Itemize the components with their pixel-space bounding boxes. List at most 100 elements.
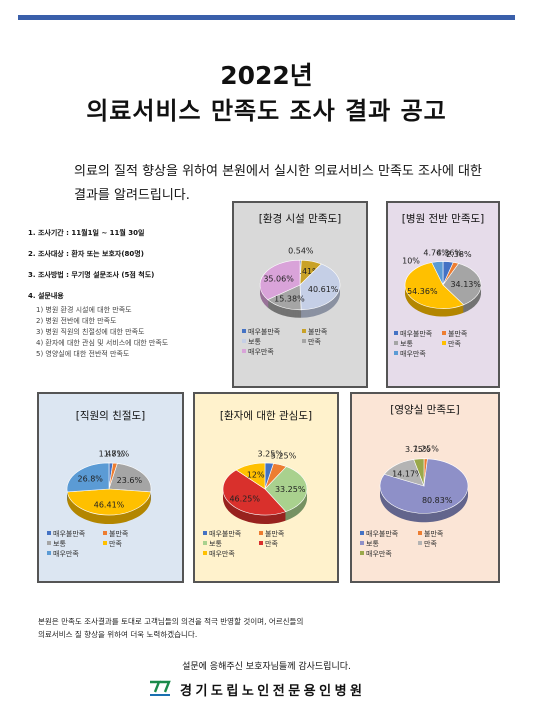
legend-swatch [103,541,107,545]
pie-slice [222,469,287,516]
survey-content-item: 5) 영양실에 대한 전반적 만족도 [36,350,130,358]
data-label: 1.25% [413,445,439,454]
data-label: 1.71% [104,450,130,459]
legend-label: 보통 [248,338,261,346]
legend-swatch [47,541,51,545]
pie-slice [413,458,425,487]
year-title: 2022년 [220,61,313,90]
legend-label: 불만족 [109,529,129,538]
legend-label: 매우불만족 [209,529,242,538]
legend-label: 매우불만족 [400,329,433,338]
data-label: 3.75% [405,445,431,454]
chart-title: [환자에 대한 관심도] [219,410,313,422]
survey-method: 3. 조사방법 : 무기명 설문조사 (5점 척도) [28,271,155,279]
pie-chart-overall: 4.36%2.38% 34.13% 54.36% 4.76%10% 매우불만족 불만족보통… [394,249,482,358]
data-label: 46.41% [94,501,125,510]
pie-slice [442,263,482,306]
legend-swatch [47,531,51,535]
legend-swatch [394,331,398,335]
data-label: 54.36% [407,287,438,296]
survey-content-item: 3) 병원 직원의 친절성에 대한 만족도 [36,328,145,336]
legend-swatch [360,541,364,545]
legend-swatch [242,339,246,343]
legend-label: 매우불만족 [248,327,281,336]
legend-label: 만족 [308,337,321,346]
pie-slice [66,488,152,516]
data-label: 5.25% [271,451,297,460]
legend-label: 만족 [448,339,461,348]
legend-swatch [259,531,263,535]
legend-swatch [259,541,263,545]
chart-panel-overall: [병원 전반 만족도] 4.36% 2.38% 34.13% 54.36% 4.76% 1… [386,201,500,388]
legend-swatch [203,531,207,535]
legend-swatch [302,339,306,343]
data-label: 46.25% [229,494,260,503]
survey-period: 1. 조사기간 : 11월1일 ~ 11월 30일 [28,229,145,237]
survey-content-item: 4) 환자에 대한 관심 및 서비스에 대한 만족도 [36,339,169,347]
pie-slice [66,462,110,493]
data-label: 4.36% [437,249,463,258]
legend-label: 매우만족 [209,549,235,558]
top-rule [18,15,515,20]
legend-swatch [442,331,446,335]
data-label: 2.38% [446,250,472,259]
intro-line-1: 의료의 질적 향상을 위하여 본원에서 실시한 의료서비스 만족도 조사에 대한 [74,164,482,179]
legend-label: 매우만족 [366,549,392,558]
data-label: 14.17% [392,469,423,478]
pie-slice [108,463,152,493]
footer-line-1: 본원은 만족도 조사결과를 토대로 고객님들의 의견을 적극 반영할 것이며, … [38,617,304,626]
legend-swatch [47,551,51,555]
legend-label: 만족 [424,539,437,548]
data-label: 34.13% [450,280,481,289]
legend-swatch [302,329,306,333]
data-label: 26.8% [77,475,103,484]
pie-slice [299,263,341,311]
legend-label: 매우만족 [248,347,274,356]
legend-label: 불만족 [424,529,444,538]
data-label: 23.6% [117,476,143,485]
legend-label: 보통 [366,540,379,548]
legend-label: 보통 [400,340,413,348]
data-label: 12% [247,470,265,479]
footer-text: 본원은 만족도 조사결과를 토대로 고객님들의 의견을 적극 반영할 것이며, … [38,615,508,641]
legend-label: 매우만족 [53,549,79,558]
survey-target: 2. 조사대상 : 환자 또는 보호자(80명) [28,250,144,258]
data-label: 4.76% [423,249,449,258]
data-label: 35.06% [263,274,294,283]
data-label: 0.54% [288,247,314,256]
data-label: 10% [402,256,420,265]
pie-slice [259,259,301,301]
data-label: 3.25% [258,449,284,458]
page-title: 의료서비스 만족도 조사 결과 공고 [86,97,447,125]
chart-title: [환경 시설 만족도] [258,213,342,225]
hospital-name: 경기도립노인전문용인병원 [180,684,366,699]
pie-slice [235,462,266,490]
survey-info: 1. 조사기간 : 11월1일 ~ 11월 30일 2. 조사대상 : 환자 또… [28,228,218,360]
data-label: 8.41% [294,267,320,276]
chart-panel-kindness: [직원의 친절도] 1.48% 1.71% 23.6% 46.41% 26.8% 매우불만… [37,392,184,583]
chart-title: [병원 전반 만족도] [401,213,485,225]
data-label: 40.61% [308,285,339,294]
pie-slice [404,262,465,309]
survey-contents-list: 1) 병원 환경 시설에 대한 만족도 2) 병원 전반에 대한 만족도 3) … [36,305,218,360]
legend-label: 불만족 [448,329,468,338]
legend-swatch [442,341,446,345]
legend-swatch [360,531,364,535]
legend-swatch [242,329,246,333]
chart-title: [영양실 만족도] [390,404,460,416]
legend-swatch [203,551,207,555]
hospital-logo-icon [150,680,171,696]
legend-label: 만족 [265,539,278,548]
data-label: 33.25% [275,485,306,494]
data-label: 80.83% [422,496,453,505]
legend-label: 매우불만족 [366,529,399,538]
intro-text: 의료의 질적 향상을 위하여 본원에서 실시한 의료서비스 만족도 조사에 대한… [74,160,504,208]
legend-swatch [418,541,422,545]
pie-slice [431,261,444,286]
data-label: 1.48% [99,449,125,458]
legend-swatch [203,541,207,545]
data-label: 15.38% [274,294,305,303]
legend-swatch [103,531,107,535]
